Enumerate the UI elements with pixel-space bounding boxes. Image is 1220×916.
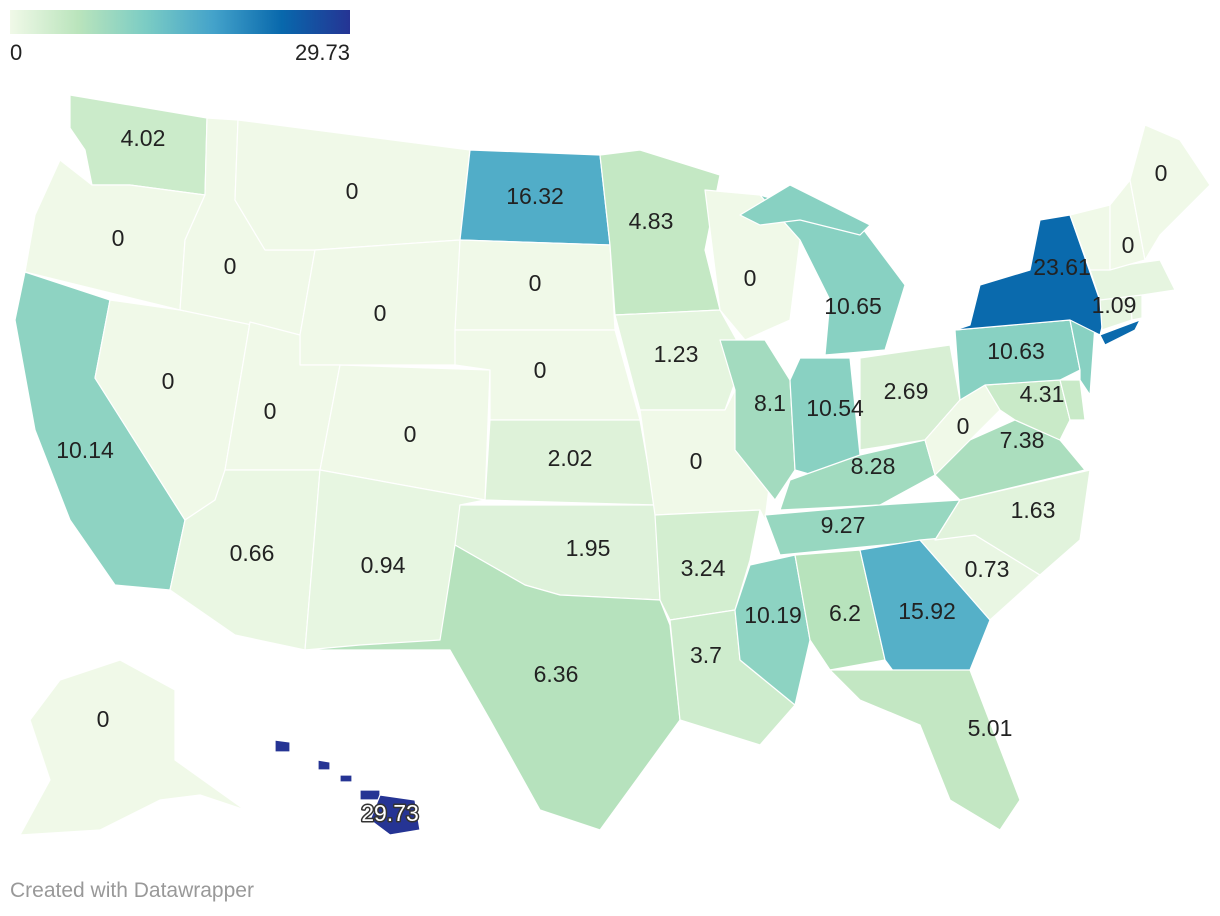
state-hi-part-2[interactable] xyxy=(339,774,353,783)
state-label-la: 3.7 xyxy=(690,642,722,668)
state-label-wi: 0 xyxy=(744,265,757,291)
state-label-hi: 29.73 xyxy=(361,800,419,826)
state-label-va: 7.38 xyxy=(1000,427,1045,453)
us-choropleth-map: 4.02 0 10.14 0 0 0 0 0 0.66 0 0.94 16.32 0 0 2.02 1.95 6… xyxy=(14,94,1211,836)
state-label-ut: 0 xyxy=(264,398,277,424)
state-label-pa: 10.63 xyxy=(987,338,1045,364)
state-label-mi: 10.65 xyxy=(824,293,882,319)
state-label-me: 0 xyxy=(1155,160,1168,186)
state-mn[interactable] xyxy=(599,149,721,316)
state-label-ks: 2.02 xyxy=(548,445,593,471)
state-label-nc: 1.63 xyxy=(1011,497,1056,523)
michigan-upper-peninsula-shape[interactable] xyxy=(739,184,871,236)
legend-gradient-bar xyxy=(10,10,350,34)
state-label-il: 8.1 xyxy=(754,390,786,416)
state-label-mn: 4.83 xyxy=(629,208,674,234)
state-ny[interactable] xyxy=(954,214,1106,336)
state-label-in: 10.54 xyxy=(806,395,864,421)
state-label-az: 0.66 xyxy=(230,540,275,566)
state-label-oh: 2.69 xyxy=(884,378,929,404)
state-label-or: 0 xyxy=(112,225,125,251)
state-label-ak: 0 xyxy=(97,706,110,732)
state-label-fl: 5.01 xyxy=(968,715,1013,741)
state-label-ny: 23.61 xyxy=(1033,254,1091,280)
state-hi-part-1[interactable] xyxy=(317,759,331,771)
legend-min-label: 0 xyxy=(10,40,23,65)
credit-text: Created with Datawrapper xyxy=(10,879,254,902)
state-tx[interactable] xyxy=(304,544,681,831)
state-label-nd: 16.32 xyxy=(506,183,564,209)
state-label-tx: 6.36 xyxy=(534,661,579,687)
state-label-ar: 3.24 xyxy=(681,555,726,581)
legend-max-label: 29.73 xyxy=(294,40,350,65)
state-label-id: 0 xyxy=(224,253,237,279)
state-label-mo: 0 xyxy=(690,448,703,474)
state-label-nv: 0 xyxy=(162,368,175,394)
state-label-mt: 0 xyxy=(346,178,359,204)
state-label-al: 6.2 xyxy=(829,600,861,626)
state-hi-part-3[interactable] xyxy=(359,789,381,801)
state-label-ky: 8.28 xyxy=(851,453,896,479)
long-island-shape[interactable] xyxy=(1099,319,1141,346)
state-me[interactable] xyxy=(1129,124,1211,261)
state-label-ga: 15.92 xyxy=(898,598,956,624)
state-label-wa: 4.02 xyxy=(121,125,166,151)
state-hi[interactable] xyxy=(274,739,291,753)
state-label-ca: 10.14 xyxy=(56,437,114,463)
state-al[interactable] xyxy=(794,549,886,671)
state-label-ok: 1.95 xyxy=(566,535,611,561)
state-ak[interactable] xyxy=(19,659,246,836)
state-label-nh: 0 xyxy=(1122,232,1135,258)
color-legend: 0 29.73 xyxy=(10,10,350,65)
state-fl[interactable] xyxy=(829,669,1021,831)
state-wy[interactable] xyxy=(299,239,461,366)
state-label-nm: 0.94 xyxy=(361,552,406,578)
state-il[interactable] xyxy=(719,339,796,501)
state-label-sd: 0 xyxy=(529,270,542,296)
state-label-ma: 1.09 xyxy=(1092,292,1137,318)
state-label-ia: 1.23 xyxy=(654,341,699,367)
state-label-wv: 0 xyxy=(957,413,970,439)
state-label-sc: 0.73 xyxy=(965,556,1010,582)
state-de[interactable] xyxy=(1059,379,1086,421)
state-hi-part-4[interactable] xyxy=(369,794,421,836)
state-mi[interactable] xyxy=(759,194,906,356)
state-label-md: 4.31 xyxy=(1020,381,1065,407)
state-label-tn: 9.27 xyxy=(821,512,866,538)
state-label-ms: 10.19 xyxy=(744,602,802,628)
state-label-ne: 0 xyxy=(534,357,547,383)
state-label-wy: 0 xyxy=(374,300,387,326)
state-label-co: 0 xyxy=(404,421,417,447)
